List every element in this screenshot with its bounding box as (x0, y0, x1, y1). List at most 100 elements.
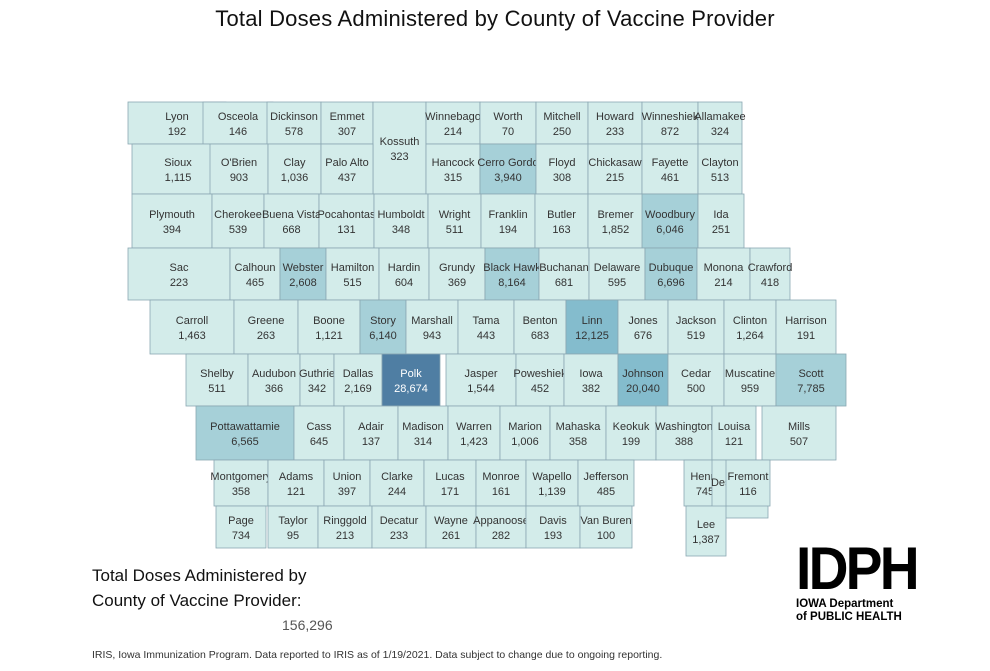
county-van-buren[interactable]: Van Buren 100 (579, 505, 633, 549)
county-shape[interactable] (525, 459, 579, 507)
county-shape[interactable] (761, 405, 837, 461)
county-shape[interactable] (617, 353, 669, 407)
county-shape[interactable] (131, 193, 213, 249)
county-buena-vista[interactable]: Buena Vista 668 (262, 193, 322, 249)
county-shape[interactable] (667, 299, 725, 355)
county-crawford[interactable]: Crawford 418 (748, 247, 793, 301)
county-shape[interactable] (185, 353, 249, 407)
county-ringgold[interactable]: Ringgold 213 (317, 505, 373, 549)
county-guthrie[interactable]: Guthrie 342 (299, 353, 335, 407)
county-jackson[interactable]: Jackson 519 (667, 299, 725, 355)
county-allamakee[interactable]: Allamakee 324 (694, 101, 746, 145)
county-webster[interactable]: Webster 2,608 (279, 247, 327, 301)
county-shape[interactable] (325, 247, 380, 301)
county-franklin[interactable]: Franklin 194 (480, 193, 536, 249)
county-shape[interactable] (644, 247, 698, 301)
county-monona[interactable]: Monona 214 (696, 247, 751, 301)
county-davis[interactable]: Davis 193 (525, 505, 581, 549)
county-floyd[interactable]: Floyd 308 (535, 143, 589, 195)
county-osceola[interactable]: Osceola 146 (202, 101, 274, 145)
county-shape[interactable] (587, 143, 643, 195)
county-shape[interactable] (549, 405, 607, 461)
county-black-hawk[interactable]: Black Hawk 8,164 (483, 247, 541, 301)
county-shape[interactable] (725, 459, 771, 507)
county-bremer[interactable]: Bremer 1,852 (587, 193, 644, 249)
county-tama[interactable]: Tama 443 (457, 299, 515, 355)
county-shape[interactable] (333, 353, 383, 407)
county-jefferson[interactable]: Jefferson 485 (577, 459, 635, 507)
county-keokuk[interactable]: Keokuk 199 (605, 405, 657, 461)
county-shape[interactable] (127, 247, 231, 301)
county-shape[interactable] (211, 193, 265, 249)
county-shape[interactable] (209, 143, 269, 195)
county-howard[interactable]: Howard 233 (587, 101, 643, 145)
county-marion[interactable]: Marion 1,006 (499, 405, 551, 461)
county-shape[interactable] (534, 193, 589, 249)
county-jones[interactable]: Jones 676 (617, 299, 669, 355)
county-cerro-gordo[interactable]: Cerro Gordo 3,940 (477, 143, 539, 195)
county-shape[interactable] (428, 247, 486, 301)
county-shape[interactable] (565, 299, 619, 355)
county-shape[interactable] (247, 353, 301, 407)
county-scott[interactable]: Scott 7,785 (775, 353, 847, 407)
county-shape[interactable] (371, 505, 427, 549)
county-shape[interactable] (131, 143, 225, 195)
county-sioux[interactable]: Sioux 1,115 (131, 143, 225, 195)
county-adair[interactable]: Adair 137 (343, 405, 399, 461)
county-cherokee[interactable]: Cherokee 539 (211, 193, 265, 249)
county-shape[interactable] (775, 353, 847, 407)
county-shape[interactable] (749, 247, 791, 301)
county-shape[interactable] (215, 505, 267, 549)
county-shape[interactable] (723, 353, 777, 407)
county-shape[interactable] (267, 143, 322, 195)
county-louisa[interactable]: Louisa 121 (711, 405, 757, 461)
county-montgomery[interactable]: Montgomery 358 (210, 459, 272, 507)
county-appanoose[interactable]: Appanoose 282 (473, 505, 529, 549)
county-shape[interactable] (373, 193, 429, 249)
county-hamilton[interactable]: Hamilton 515 (325, 247, 380, 301)
county-worth[interactable]: Worth 70 (479, 101, 537, 145)
county-clarke[interactable]: Clarke 244 (369, 459, 425, 507)
county-jasper[interactable]: Jasper 1,544 (445, 353, 517, 407)
county-shape[interactable] (378, 247, 430, 301)
county-mitchell[interactable]: Mitchell 250 (535, 101, 589, 145)
county-shape[interactable] (425, 505, 477, 549)
county-shape[interactable] (513, 299, 567, 355)
county-lucas[interactable]: Lucas 171 (423, 459, 477, 507)
county-grundy[interactable]: Grundy 369 (428, 247, 486, 301)
county-shape[interactable] (397, 405, 449, 461)
county-shape[interactable] (479, 143, 537, 195)
county-humboldt[interactable]: Humboldt 348 (373, 193, 429, 249)
county-cass[interactable]: Cass 645 (293, 405, 345, 461)
county-shape[interactable] (587, 101, 643, 145)
county-lee[interactable]: Lee 1,387 (685, 505, 727, 557)
county-greene[interactable]: Greene 263 (233, 299, 299, 355)
county-winneshiek[interactable]: Winneshiek 872 (642, 101, 699, 145)
county-shape[interactable] (475, 459, 527, 507)
county-shape[interactable] (369, 459, 425, 507)
county-clayton[interactable]: Clayton 513 (697, 143, 743, 195)
county-boone[interactable]: Boone 1,121 (297, 299, 361, 355)
county-washington[interactable]: Washington 388 (655, 405, 713, 461)
county-benton[interactable]: Benton 683 (513, 299, 567, 355)
county-shape[interactable] (711, 405, 757, 461)
county-shape[interactable] (425, 143, 481, 195)
county-story[interactable]: Story 6,140 (359, 299, 407, 355)
county-shape[interactable] (229, 247, 281, 301)
county-adams[interactable]: Adams 121 (267, 459, 325, 507)
county-shape[interactable] (641, 193, 699, 249)
county-polk[interactable]: Polk 28,674 (381, 353, 441, 407)
county-shape[interactable] (588, 247, 646, 301)
county-shape[interactable] (263, 193, 320, 249)
county-shape[interactable] (297, 299, 361, 355)
county-emmet[interactable]: Emmet 307 (320, 101, 374, 145)
county-shape[interactable] (775, 299, 837, 355)
county-shape[interactable] (617, 299, 669, 355)
county-shape[interactable] (317, 505, 373, 549)
county-dubuque[interactable]: Dubuque 6,696 (644, 247, 698, 301)
county-shelby[interactable]: Shelby 511 (185, 353, 249, 407)
county-shape[interactable] (535, 143, 589, 195)
county-shape[interactable] (213, 459, 269, 507)
county-shape[interactable] (499, 405, 551, 461)
county-calhoun[interactable]: Calhoun 465 (229, 247, 281, 301)
